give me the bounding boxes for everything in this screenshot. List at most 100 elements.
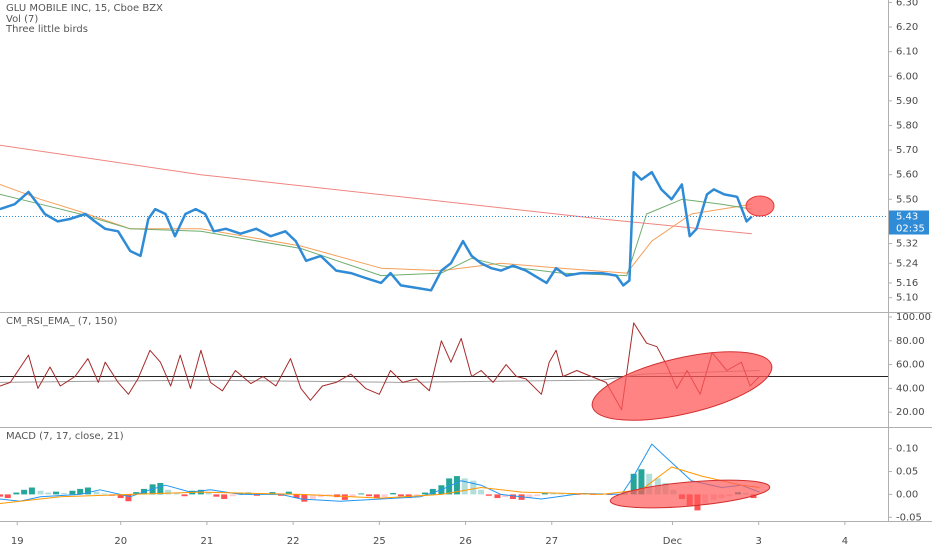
histogram-bar xyxy=(470,480,477,495)
countdown-label: 02:35 xyxy=(896,224,925,235)
histogram-bar xyxy=(494,494,501,499)
series-line xyxy=(0,170,753,292)
y-tick-label: 5.70 xyxy=(896,145,918,156)
histogram-bar xyxy=(157,482,164,495)
histogram-bar xyxy=(213,494,220,497)
histogram-bar xyxy=(397,494,404,497)
histogram-bar xyxy=(165,489,172,495)
histogram-bar xyxy=(509,494,516,499)
histogram-bar xyxy=(133,492,140,495)
x-tick-label: 19 xyxy=(11,536,24,547)
series-line xyxy=(0,144,752,235)
pane-title: MACD (7, 17, close, 21) xyxy=(6,431,124,442)
histogram-bar xyxy=(77,488,84,495)
y-tick-label: 0.05 xyxy=(896,467,918,478)
histogram-bar xyxy=(574,494,581,495)
annotation-ellipse xyxy=(591,351,773,421)
y-tick-label: 6.20 xyxy=(896,22,918,33)
chart-title: GLU MOBILE INC, 15, Cboe BZX xyxy=(6,3,163,14)
y-tick-label: 5.16 xyxy=(896,278,918,289)
x-tick-label: Dec xyxy=(663,536,682,547)
histogram-bar xyxy=(53,491,60,495)
histogram-bar xyxy=(526,494,533,499)
last-price-box xyxy=(889,210,929,223)
histogram-bar xyxy=(285,491,292,495)
histogram-bar xyxy=(485,494,492,496)
histogram-bar xyxy=(221,494,228,499)
series-line xyxy=(0,184,752,274)
histogram-bar xyxy=(69,490,76,495)
histogram-bar xyxy=(181,494,188,497)
histogram-bar xyxy=(365,494,372,497)
y-tick-label: -0.05 xyxy=(896,512,922,523)
histogram-bar xyxy=(205,492,212,495)
histogram-bar xyxy=(349,494,356,497)
y-tick-label: 5.50 xyxy=(896,194,918,205)
indicator-label: Vol (7) xyxy=(6,14,38,25)
histogram-bar xyxy=(93,491,100,495)
series-line xyxy=(0,466,760,504)
histogram-bar xyxy=(630,473,637,495)
histogram-bar xyxy=(358,493,365,495)
y-tick-label: 6.10 xyxy=(896,47,918,58)
x-tick-label: 21 xyxy=(201,536,214,547)
histogram-bar xyxy=(21,489,28,495)
histogram-bar xyxy=(390,493,397,495)
histogram-bar xyxy=(414,494,421,497)
histogram-bar xyxy=(4,494,11,499)
histogram-bar xyxy=(341,494,348,500)
histogram-bar xyxy=(453,476,460,495)
x-tick-label: 22 xyxy=(287,536,300,547)
series-line xyxy=(0,443,760,502)
histogram-bar xyxy=(606,494,613,495)
y-tick-label: 6.00 xyxy=(896,71,918,82)
y-tick-label: 5.32 xyxy=(896,239,918,250)
y-tick-label: 5.24 xyxy=(896,258,918,269)
histogram-bar xyxy=(253,494,260,496)
series-line xyxy=(0,322,760,411)
histogram-bar xyxy=(278,494,285,496)
annotation-ellipse xyxy=(609,479,771,509)
histogram-bar xyxy=(550,493,557,495)
y-tick-label: 20.00 xyxy=(896,407,925,418)
histogram-bar xyxy=(534,494,541,497)
x-tick-label: 4 xyxy=(842,536,848,547)
y-tick-label: 5.60 xyxy=(896,170,918,181)
histogram-bar xyxy=(429,488,436,495)
histogram-bar xyxy=(229,494,236,497)
histogram-bar xyxy=(28,487,35,495)
histogram-bar xyxy=(309,494,316,499)
histogram-bar xyxy=(638,469,645,495)
y-tick-label: 60.00 xyxy=(896,360,925,371)
histogram-bar xyxy=(0,494,3,497)
x-tick-label: 26 xyxy=(459,536,472,547)
histogram-bar xyxy=(381,494,388,498)
y-tick-label: 0.00 xyxy=(896,489,918,500)
y-tick-label: 5.10 xyxy=(896,293,918,304)
series-line xyxy=(0,193,752,277)
histogram-bar xyxy=(173,492,180,495)
x-tick-label: 20 xyxy=(114,536,127,547)
histogram-bar xyxy=(117,494,124,499)
histogram-bar xyxy=(566,493,573,495)
histogram-bar xyxy=(541,492,548,495)
histogram-bar xyxy=(558,493,565,495)
histogram-bar xyxy=(60,493,67,495)
histogram-bar xyxy=(502,494,509,498)
histogram-bar xyxy=(101,493,108,495)
histogram-bar xyxy=(461,478,468,495)
histogram-bar xyxy=(301,494,308,502)
histogram-bar xyxy=(293,494,300,499)
x-tick-label: 25 xyxy=(373,536,386,547)
histogram-bar xyxy=(37,490,44,495)
pane-title: CM_RSI_EMA_ (7, 150) xyxy=(6,316,118,327)
histogram-bar xyxy=(373,494,380,499)
y-tick-label: 80.00 xyxy=(896,336,925,347)
histogram-bar xyxy=(45,492,52,495)
histogram-bar xyxy=(13,492,20,495)
y-tick-label: 5.80 xyxy=(896,120,918,131)
annotation-ellipse xyxy=(745,195,775,217)
